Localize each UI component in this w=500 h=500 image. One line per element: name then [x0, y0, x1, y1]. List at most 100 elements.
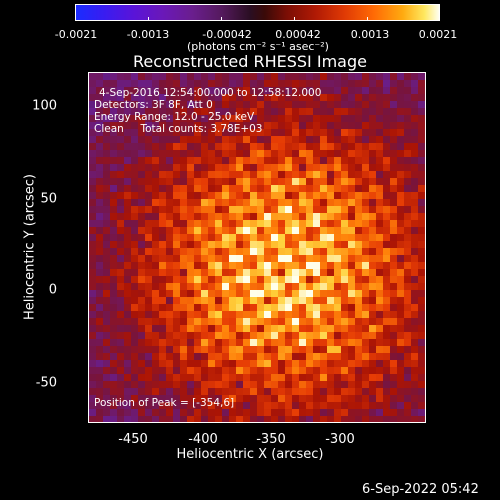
image-pixel: [96, 402, 103, 409]
image-pixel: [390, 297, 397, 304]
image-pixel: [313, 283, 320, 290]
image-pixel: [96, 234, 103, 241]
image-pixel: [110, 213, 117, 220]
image-pixel: [159, 325, 166, 332]
image-pixel: [271, 409, 278, 416]
image-pixel: [278, 185, 285, 192]
image-pixel: [313, 94, 320, 101]
image-pixel: [89, 122, 96, 129]
image-pixel: [271, 164, 278, 171]
image-pixel: [383, 367, 390, 374]
image-pixel: [103, 381, 110, 388]
image-pixel: [390, 115, 397, 122]
image-pixel: [131, 255, 138, 262]
image-pixel: [285, 416, 292, 422]
image-pixel: [131, 248, 138, 255]
image-pixel: [390, 108, 397, 115]
image-pixel: [404, 255, 411, 262]
image-pixel: [320, 241, 327, 248]
image-pixel: [145, 269, 152, 276]
image-pixel: [152, 171, 159, 178]
image-pixel: [278, 150, 285, 157]
image-pixel: [180, 101, 187, 108]
image-pixel: [250, 304, 257, 311]
image-pixel: [348, 297, 355, 304]
image-pixel: [278, 395, 285, 402]
image-pixel: [264, 255, 271, 262]
image-pixel: [404, 87, 411, 94]
image-pixel: [222, 73, 229, 80]
image-pixel: [411, 332, 418, 339]
image-pixel: [327, 199, 334, 206]
image-pixel: [341, 283, 348, 290]
image-pixel: [306, 416, 313, 422]
image-pixel: [152, 255, 159, 262]
image-pixel: [208, 220, 215, 227]
image-pixel: [376, 388, 383, 395]
image-pixel: [124, 220, 131, 227]
image-pixel: [418, 381, 425, 388]
image-pixel: [208, 241, 215, 248]
image-pixel: [166, 220, 173, 227]
image-pixel: [292, 94, 299, 101]
image-pixel: [243, 255, 250, 262]
image-pixel: [173, 164, 180, 171]
image-pixel: [215, 276, 222, 283]
image-pixel: [222, 199, 229, 206]
image-pixel: [390, 129, 397, 136]
image-pixel: [418, 374, 425, 381]
image-pixel: [404, 388, 411, 395]
image-pixel: [110, 171, 117, 178]
image-pixel: [320, 269, 327, 276]
image-pixel: [117, 318, 124, 325]
image-pixel: [313, 80, 320, 87]
image-pixel: [215, 332, 222, 339]
image-pixel: [236, 108, 243, 115]
image-pixel: [250, 381, 257, 388]
image-pixel: [320, 94, 327, 101]
image-pixel: [201, 157, 208, 164]
image-pixel: [404, 129, 411, 136]
image-pixel: [215, 248, 222, 255]
image-pixel: [138, 129, 145, 136]
image-pixel: [348, 101, 355, 108]
image-pixel: [257, 129, 264, 136]
image-pixel: [124, 248, 131, 255]
image-pixel: [215, 227, 222, 234]
image-pixel: [362, 290, 369, 297]
image-pixel: [187, 136, 194, 143]
image-pixel: [138, 360, 145, 367]
image-pixel: [404, 269, 411, 276]
image-pixel: [159, 297, 166, 304]
image-pixel: [306, 304, 313, 311]
image-pixel: [194, 234, 201, 241]
image-pixel: [243, 241, 250, 248]
image-pixel: [397, 206, 404, 213]
image-pixel: [96, 122, 103, 129]
image-pixel: [264, 171, 271, 178]
image-pixel: [285, 220, 292, 227]
image-pixel: [369, 416, 376, 422]
image-pixel: [362, 199, 369, 206]
image-pixel: [145, 325, 152, 332]
image-pixel: [131, 192, 138, 199]
image-pixel: [299, 269, 306, 276]
image-pixel: [299, 136, 306, 143]
image-pixel: [117, 94, 124, 101]
image-pixel: [236, 220, 243, 227]
image-pixel: [313, 367, 320, 374]
image-pixel: [362, 122, 369, 129]
image-pixel: [236, 318, 243, 325]
image-pixel: [411, 234, 418, 241]
image-pixel: [243, 185, 250, 192]
image-pixel: [278, 402, 285, 409]
image-pixel: [404, 395, 411, 402]
image-pixel: [355, 150, 362, 157]
image-pixel: [215, 164, 222, 171]
image-pixel: [278, 199, 285, 206]
image-pixel: [243, 402, 250, 409]
image-pixel: [124, 381, 131, 388]
image-pixel: [173, 150, 180, 157]
image-pixel: [173, 304, 180, 311]
image-pixel: [166, 332, 173, 339]
